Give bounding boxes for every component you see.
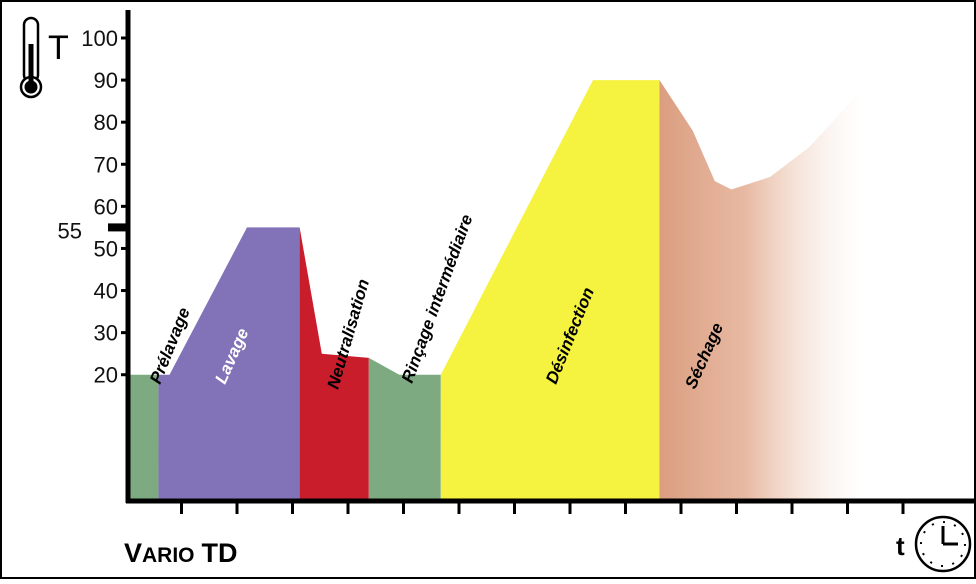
thermometer-icon [19, 16, 43, 99]
brand-ario: ARIO [142, 544, 195, 567]
phase-area-séchage [659, 80, 892, 501]
y-tick-label-80: 80 [94, 110, 118, 135]
y-tick-label-60: 60 [94, 194, 118, 219]
phase-area-lavage [158, 227, 300, 501]
x-axis-symbol: t [896, 531, 905, 561]
clock-icon [914, 515, 972, 573]
y-tick-label-30: 30 [94, 321, 118, 346]
y-tick-label-50: 50 [94, 236, 118, 261]
marker-55-bar [108, 223, 128, 232]
marker-55-label: 55 [58, 218, 82, 243]
phase-areas [128, 80, 892, 501]
y-tick-label-40: 40 [94, 279, 118, 304]
phase-area-rinçage-intermédiaire [368, 357, 441, 501]
axes: 100 90 80 70 60 50 40 30 20 55 [58, 10, 975, 514]
brand-v: V [124, 538, 142, 568]
y-tick-label-90: 90 [94, 68, 118, 93]
y-tick-label-20: 20 [94, 363, 118, 388]
phase-area-prélavage [128, 374, 159, 501]
brand-td: TD [202, 538, 238, 568]
y-tick-label-70: 70 [94, 152, 118, 177]
phase-area-neutralisation [299, 227, 369, 501]
y-tick-label-100: 100 [81, 26, 118, 51]
brand-title: VARIO TD [124, 538, 238, 568]
phase-area-désinfection [440, 80, 660, 501]
y-axis-symbol: T [48, 29, 69, 67]
